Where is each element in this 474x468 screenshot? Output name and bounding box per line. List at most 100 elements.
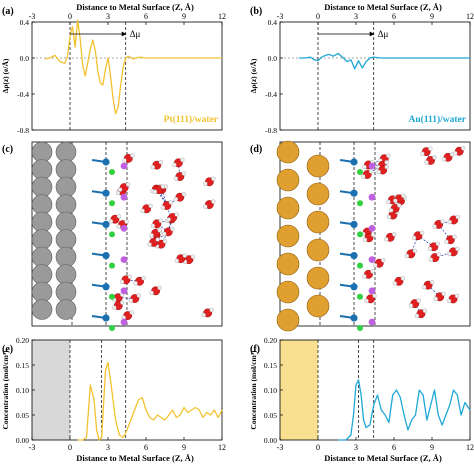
adsorbed-oxygen (102, 158, 110, 166)
hydrogen-atom (136, 293, 141, 298)
hydrogen-atom (174, 212, 179, 217)
y-axis-label: Δρ(z) (e/Å) (1, 58, 10, 93)
hydrogen-atom (436, 252, 442, 257)
hydrogen-atom (147, 242, 152, 247)
metal-atom (55, 141, 77, 163)
x-tick-label: -3 (277, 443, 284, 452)
hydrogen-bond (118, 297, 135, 299)
panel-label: (b) (250, 6, 262, 17)
panel-label: (f) (250, 344, 260, 355)
metal-atom (55, 194, 77, 215)
y-axis-label: Δρ(z) (e/Å) (249, 58, 258, 93)
hydrogen-atom (420, 151, 425, 156)
metal-atom (55, 211, 77, 233)
metal-atom (55, 299, 77, 320)
hydrogen-atom (424, 160, 429, 165)
hydrogen-atom (160, 205, 166, 210)
hydroxyl-hydrogen (368, 225, 376, 232)
adsorbed-oxygen (350, 283, 358, 291)
adsorbed-hydrogen (109, 262, 115, 269)
hydrogen-atom (386, 199, 391, 205)
x-tick-label: 9 (182, 12, 186, 21)
x-axis-label: Distance to Metal Surface (Z, Å) (76, 453, 194, 463)
hydrogen-atom (393, 198, 398, 203)
legend-text: Au(111)/water (408, 114, 466, 125)
hydrogen-atom (158, 218, 164, 223)
hydrogen-atom (428, 146, 433, 151)
hydrogen-atom (141, 276, 146, 281)
y-tick-label: -0.4 (265, 90, 277, 99)
hydrogen-bond (427, 284, 440, 298)
hydrogen-atom (117, 187, 123, 192)
hydrogen-atom (170, 226, 175, 232)
hydrogen-bond (167, 217, 174, 232)
hydrogen-bond (166, 196, 181, 206)
metal-atom (31, 141, 53, 163)
hydrogen-atom (408, 303, 413, 308)
adsorbed-oxygen (102, 189, 110, 197)
metal-atom (55, 176, 77, 198)
hydroxyl-hydrogen (120, 193, 128, 201)
hydrogen-atom (441, 157, 447, 162)
adsorbed-oxygen (350, 189, 358, 197)
hydrogen-atom (162, 239, 168, 244)
x-tick-label: -3 (29, 443, 36, 452)
hydroxyl-hydrogen (368, 287, 376, 295)
hydrogen-atom (432, 224, 437, 229)
hydrogen-atom (435, 241, 441, 246)
adsorbed-hydrogen (109, 293, 115, 300)
series-line (77, 361, 223, 441)
hydrogen-atom (130, 153, 135, 158)
series-line (299, 52, 470, 70)
metal-atom (55, 264, 77, 285)
hydrogen-atom (211, 176, 216, 181)
y-tick-label: 0.10 (16, 386, 29, 395)
series-line (338, 379, 471, 441)
hydrogen-atom (190, 254, 196, 259)
hydrogen-atom (162, 231, 167, 237)
y-tick-label: 0.00 (16, 436, 29, 445)
adsorbed-oxygen (102, 283, 110, 291)
panel-label: (c) (2, 144, 13, 155)
panel-b-charge-plot: -3 0 3 6 9 12 0.4 0.0 -0.4 -0.8 Distance to Metal … (249, 2, 474, 135)
metal-atom (55, 159, 77, 180)
hydrogen-atom (414, 313, 420, 318)
hydrogen-atom (108, 219, 114, 224)
adsorbed-oxygen (350, 252, 358, 260)
hydrogen-bond (438, 219, 454, 225)
hydrogen-atom (364, 298, 369, 304)
hydroxyl-hydrogen (120, 162, 128, 170)
panel-f-concentration-plot: -3 0 3 6 9 12 0.00 0.05 0.10 0.15 0.20 Distance to … (249, 336, 474, 463)
hydrogen-atom (401, 193, 406, 198)
hydroxyl-hydrogen (368, 162, 376, 170)
hydrogen-atom (203, 204, 208, 209)
hydrogen-atom (120, 300, 125, 305)
hydroxyl-hydrogen (368, 318, 376, 326)
hydrogen-atom (386, 214, 392, 220)
hydrogen-atom (157, 285, 162, 291)
x-axis-label: Distance to Metal Surface (Z, Å) (324, 2, 442, 12)
hydrogen-atom (455, 246, 460, 252)
panel-a-charge-plot: -3 0 3 6 9 12 0.4 0.0 -0.4 -0.8 Distance to Metal … (1, 2, 226, 135)
hydrogen-atom (381, 258, 386, 263)
metal-atom (306, 154, 330, 178)
hydrogen-atom (203, 181, 208, 186)
hydrogen-atom (211, 199, 216, 204)
hydrogen-atom (400, 276, 406, 281)
hydrogen-atom (440, 219, 445, 224)
hydrogen-atom (116, 214, 122, 219)
hydrogen-atom (449, 152, 455, 157)
metal-atom (31, 211, 53, 233)
hydrogen-atom (373, 263, 378, 268)
x-tick-label: 12 (218, 12, 226, 21)
x-tick-label: 6 (144, 443, 148, 452)
x-tick-label: 12 (466, 443, 474, 452)
hydrogen-atom (152, 189, 158, 194)
hydroxyl-hydrogen (368, 256, 376, 263)
adsorbed-hydrogen (109, 231, 115, 238)
hydrogen-atom (172, 162, 177, 168)
x-tick-label: 6 (392, 443, 396, 452)
metal-atom (31, 159, 53, 180)
hydrogen-atom (461, 146, 466, 151)
y-tick-label: 0.0 (20, 54, 30, 63)
